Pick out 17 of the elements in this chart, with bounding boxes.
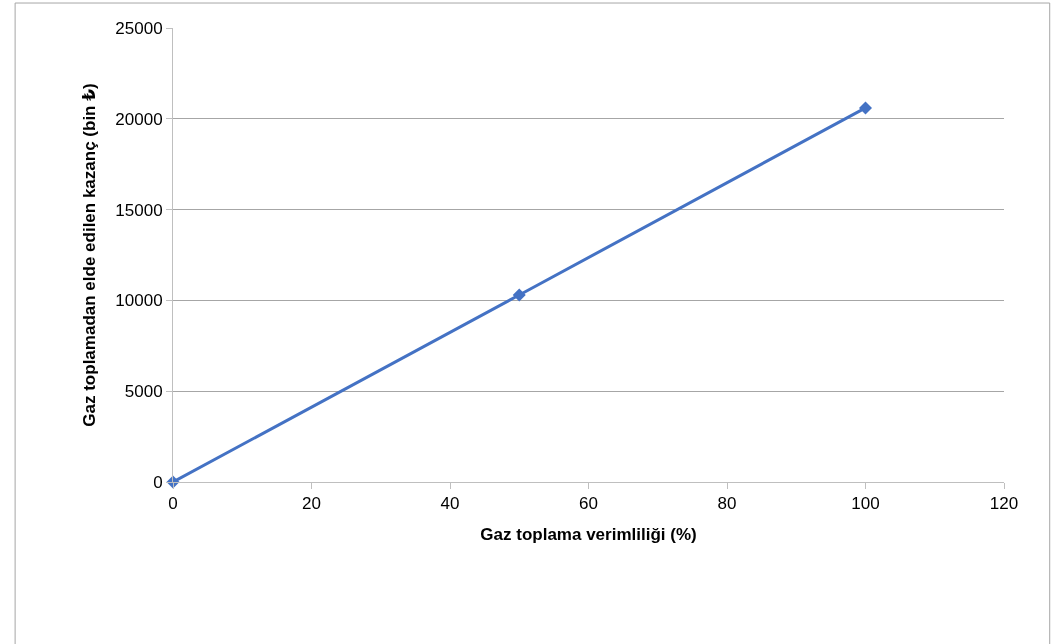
x-tick-label: 20: [302, 494, 321, 514]
y-tick-label: 20000: [115, 109, 163, 129]
y-tick-label: 10000: [115, 291, 163, 311]
y-tick-label: 25000: [115, 18, 163, 38]
x-tick-label: 40: [440, 494, 460, 514]
point: [512, 288, 526, 302]
y-tick-label: 5000: [124, 382, 163, 402]
y-tick-label: 15000: [115, 200, 163, 220]
x-tick-label: 0: [168, 494, 178, 514]
x-tick-label: 100: [851, 494, 880, 514]
point: [859, 101, 872, 115]
y-axis-title: Gaz toplamadan elde edilen kazanç (bin ₺): [79, 83, 99, 427]
x-tick-label: 60: [579, 494, 598, 514]
x-tick-label: 120: [989, 494, 1019, 514]
x-tick-label: 80: [717, 494, 737, 514]
x-axis-title: Gaz toplama verimliliği (%): [480, 524, 697, 544]
y-tick-label: 0: [153, 472, 163, 492]
